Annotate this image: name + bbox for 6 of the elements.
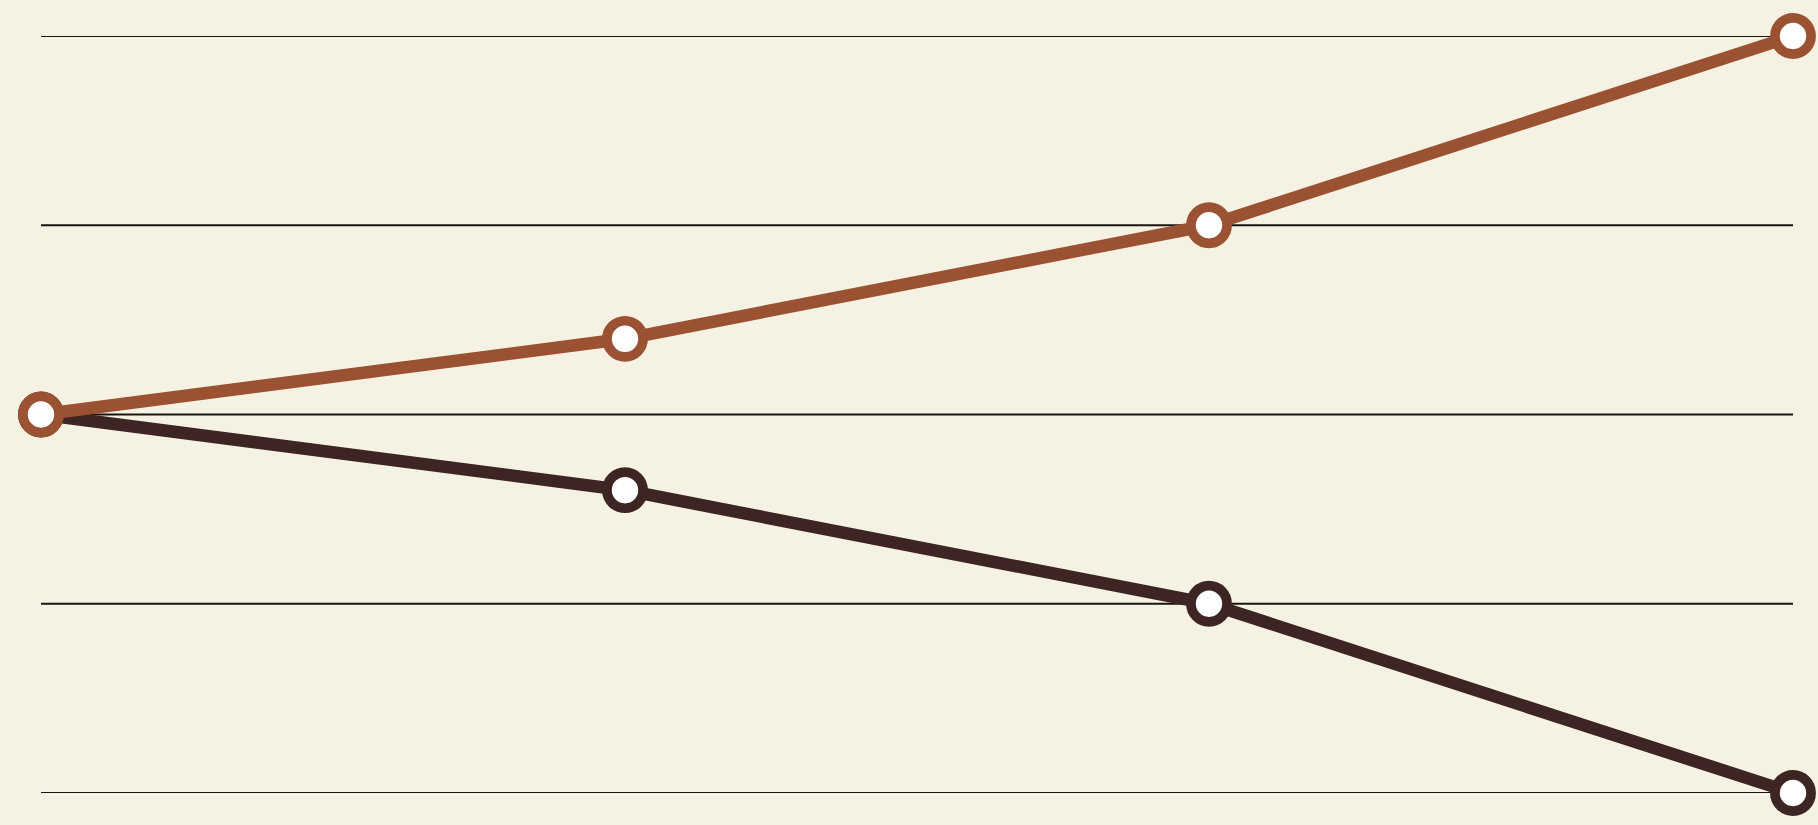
point [1186,202,1232,249]
point [1770,770,1816,816]
point [1186,580,1232,627]
point [602,467,648,514]
point [602,315,648,362]
point [1770,13,1816,59]
